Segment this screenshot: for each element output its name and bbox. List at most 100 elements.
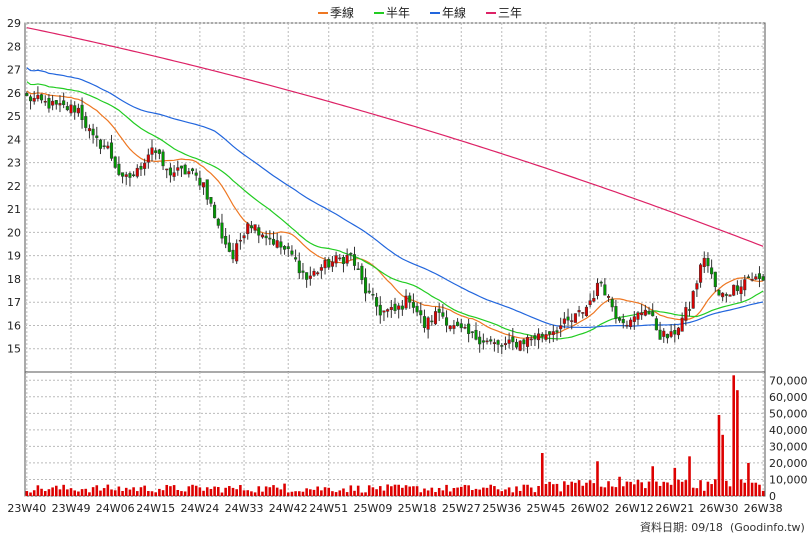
candle: [25, 91, 29, 97]
candle: [456, 318, 460, 327]
candle-body: [562, 318, 566, 324]
candle-body: [124, 174, 128, 177]
candle: [58, 95, 62, 113]
candle-body: [485, 340, 489, 343]
candle-body: [290, 250, 294, 255]
volume-bar: [588, 480, 592, 496]
candle: [345, 248, 349, 267]
x-tick-label: 23W49: [52, 502, 91, 515]
candle-body: [323, 260, 327, 269]
candle: [132, 171, 136, 178]
volume-bar: [677, 479, 680, 496]
volume-bar: [66, 489, 69, 496]
volume-bar: [257, 486, 261, 496]
volume-bar: [728, 486, 732, 496]
candle-body: [496, 340, 500, 345]
candle-body: [327, 259, 331, 268]
candle-body: [286, 246, 290, 249]
candle: [687, 301, 692, 317]
x-tick-label: 26W02: [571, 502, 610, 515]
candle-body: [36, 94, 40, 99]
candle: [76, 103, 80, 117]
candle-body: [559, 325, 563, 330]
volume-bar: [452, 488, 456, 496]
candle-body: [544, 334, 548, 340]
candle-body: [246, 223, 250, 235]
candle: [47, 94, 51, 113]
candle-body: [743, 279, 747, 291]
volume-bar: [710, 484, 713, 496]
candle: [249, 220, 253, 234]
volume-bar: [592, 483, 596, 496]
candle-body: [73, 105, 77, 113]
volume-bar: [603, 487, 607, 496]
candle-body: [614, 306, 618, 319]
volume-bar: [371, 487, 375, 496]
candle-body: [404, 295, 408, 309]
price-tick-label: 26: [7, 87, 21, 100]
candle-body: [213, 204, 217, 219]
volume-tick-label: 40,000: [769, 424, 808, 437]
x-tick-label: 26W30: [700, 502, 739, 515]
volume-bar: [669, 484, 673, 496]
candle-body: [522, 339, 526, 345]
candle-body: [540, 333, 544, 337]
candle: [352, 246, 357, 271]
candle-body: [25, 93, 29, 96]
candle-body: [511, 336, 515, 343]
candle: [459, 318, 463, 332]
candle-body: [139, 165, 143, 170]
candle: [367, 283, 371, 295]
candle: [216, 217, 220, 229]
candle: [445, 310, 449, 333]
candle-body: [187, 171, 191, 175]
candle-body: [157, 149, 161, 154]
candle-body: [713, 271, 717, 288]
candle: [467, 318, 471, 343]
candle: [290, 245, 294, 257]
volume-bar: [688, 456, 691, 496]
candle: [636, 311, 640, 326]
candle-body: [91, 128, 95, 136]
legend-label: 三年: [498, 6, 522, 20]
volume-bar: [404, 485, 408, 496]
candle-body: [437, 308, 441, 313]
candle-body: [183, 164, 187, 175]
candle: [179, 165, 184, 177]
candle-body: [87, 128, 91, 132]
candle: [375, 292, 379, 316]
candle: [643, 304, 647, 317]
candle: [422, 309, 426, 333]
volume-bar: [312, 489, 316, 496]
source-note: (Goodinfo.tw): [730, 521, 805, 534]
candle: [65, 101, 69, 112]
candle: [128, 171, 132, 187]
volume-bar: [386, 484, 389, 496]
volume-bar: [331, 491, 334, 496]
volume-bar: [102, 488, 106, 496]
candle: [224, 228, 228, 249]
volume-bar: [198, 487, 202, 496]
volume-bar: [294, 491, 297, 496]
volume-bar: [128, 489, 132, 496]
candle: [529, 335, 533, 346]
candle: [629, 317, 633, 330]
candle-body: [98, 139, 103, 149]
candle-body: [706, 258, 710, 267]
candle: [761, 273, 765, 282]
candle: [610, 296, 614, 312]
candle-body: [397, 305, 401, 310]
volume-bar: [213, 486, 216, 496]
volume-bar: [194, 485, 198, 496]
volume-bar: [73, 490, 76, 496]
volume-bar: [272, 485, 275, 496]
candle: [113, 156, 117, 169]
candle: [732, 284, 736, 297]
candle: [316, 271, 320, 276]
volume-bar: [176, 489, 180, 496]
volume-bar: [110, 489, 113, 496]
candle-body: [537, 333, 541, 341]
candle-body: [503, 343, 507, 346]
candle-body: [448, 325, 452, 330]
volume-bar: [51, 487, 54, 496]
